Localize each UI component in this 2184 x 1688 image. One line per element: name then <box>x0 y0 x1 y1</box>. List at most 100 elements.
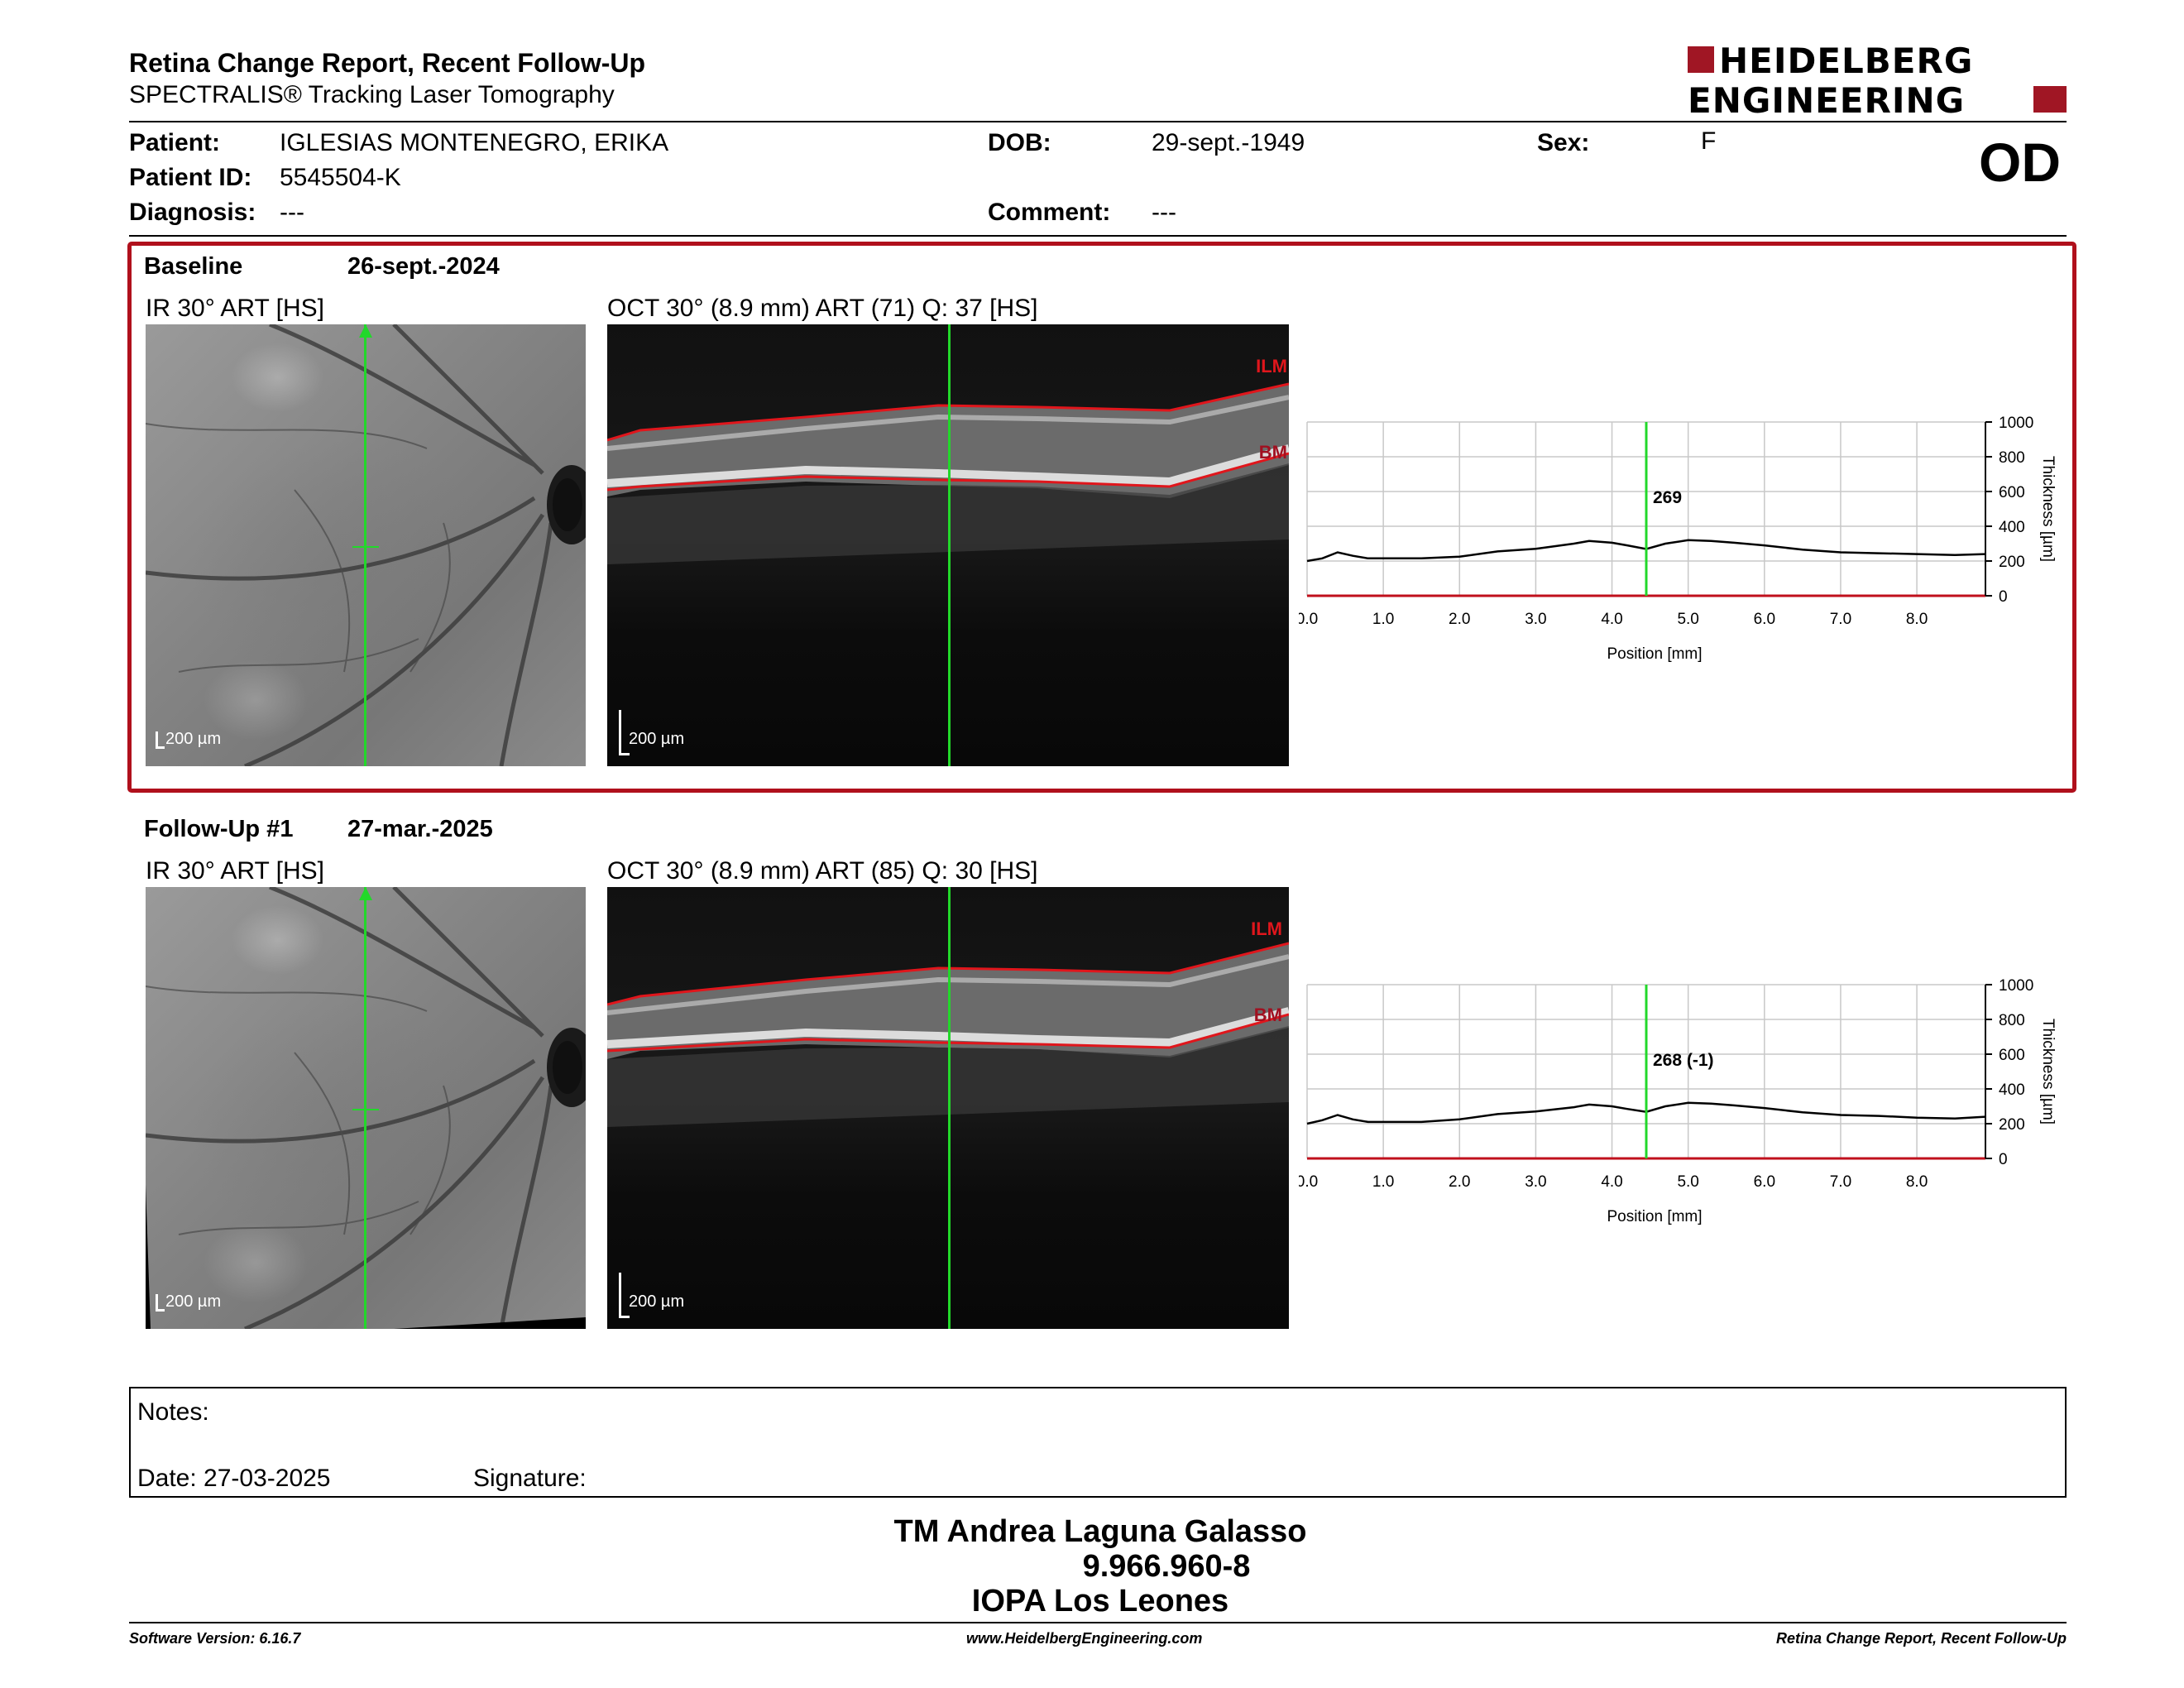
baseline-bm-label: BM <box>1258 442 1287 463</box>
followup-ir-scale-text: 200 µm <box>165 1292 222 1311</box>
chart-xtick-label: 3.0 <box>1525 1173 1546 1191</box>
diagnosis-value: --- <box>280 199 304 226</box>
comment-value: --- <box>1152 199 1176 226</box>
chart-xtick-label: 8.0 <box>1906 1173 1928 1191</box>
baseline-date: 26-sept.-2024 <box>347 253 500 280</box>
chart-xtick-label: 7.0 <box>1830 1173 1851 1191</box>
header-rule <box>129 121 2067 122</box>
baseline-ir-label: IR 30° ART [HS] <box>146 295 324 322</box>
chart-ytick-label: 800 <box>1999 449 2025 467</box>
chart-marker-value: 268 (-1) <box>1653 1051 1714 1070</box>
institution-name: IOPA Los Leones <box>971 1584 1229 1618</box>
baseline-ilm-label: ILM <box>1256 356 1287 376</box>
baseline-ir-scan-line <box>364 324 366 766</box>
chart-marker-value: 269 <box>1653 488 1682 507</box>
svg-text:ENGINEERING: ENGINEERING <box>1688 80 1965 116</box>
diagnosis-label: Diagnosis: <box>129 199 256 226</box>
followup-ir-fovea-marker <box>352 1109 379 1110</box>
footer-report-name: Retina Change Report, Recent Follow-Up <box>1775 1630 2067 1647</box>
baseline-ir-fundus-image: 200 µm <box>146 324 586 766</box>
chart-ytick-label: 0 <box>1999 588 2008 606</box>
baseline-oct-scan-line <box>948 324 951 766</box>
baseline-ir-fovea-marker <box>352 546 379 548</box>
baseline-oct-bscan-image: ILM BM 200 µm <box>607 324 1289 766</box>
chart-y-axis-label: Thickness [µm] <box>2039 456 2057 562</box>
chart-xtick-label: 5.0 <box>1677 1173 1698 1191</box>
chart-xtick-label: 4.0 <box>1601 611 1622 628</box>
followup-oct-scale-text: 200 µm <box>629 1292 685 1311</box>
followup-ilm-label: ILM <box>1251 918 1282 939</box>
chart-ytick-label: 200 <box>1999 554 2025 571</box>
baseline-oct-scale-bar <box>619 710 630 755</box>
baseline-ir-arrow-icon <box>359 324 372 338</box>
baseline-label: Baseline <box>144 253 243 280</box>
chart-ytick-label: 0 <box>1999 1151 2008 1168</box>
dob-value: 29-sept.-1949 <box>1152 129 1305 156</box>
chart-xtick-label: 1.0 <box>1372 1173 1394 1191</box>
sex-label: Sex: <box>1537 129 1590 156</box>
heidelberg-logo: HEIDELBERG ENGINEERING <box>1688 41 2068 121</box>
followup-oct-bscan-image: ILM BM 200 µm <box>607 887 1289 1329</box>
website-link[interactable]: www.HeidelbergEngineering.com <box>966 1630 1203 1647</box>
footer-rule <box>129 1622 2067 1623</box>
followup-ir-label: IR 30° ART [HS] <box>146 857 324 885</box>
notes-label: Notes: <box>137 1398 209 1426</box>
report-subtitle: SPECTRALIS® Tracking Laser Tomography <box>129 81 615 108</box>
svg-text:HEIDELBERG: HEIDELBERG <box>1719 46 1973 81</box>
eye-indicator: OD <box>1979 132 2061 193</box>
baseline-ir-scale-text: 200 µm <box>165 730 222 748</box>
chart-x-axis-label: Position [mm] <box>1607 1208 1702 1225</box>
followup-oct-scale-bar <box>619 1273 630 1318</box>
chart-xtick-label: 5.0 <box>1677 611 1698 628</box>
followup-oct-scan-line <box>948 887 951 1329</box>
chart-xtick-label: 0.0 <box>1299 1173 1318 1191</box>
followup-label: Follow-Up #1 <box>144 816 294 842</box>
dob-label: DOB: <box>988 129 1051 156</box>
notes-box[interactable]: Notes: Date: 27-03-2025 Signature: <box>129 1387 2067 1498</box>
chart-x-axis-label: Position [mm] <box>1607 645 1702 663</box>
followup-oct-label: OCT 30° (8.9 mm) ART (85) Q: 30 [HS] <box>607 857 1038 885</box>
patient-rule <box>129 235 2067 237</box>
chart-thickness-line <box>1306 539 1986 563</box>
chart-ytick-label: 400 <box>1999 1081 2025 1099</box>
technician-id: 9.966.960-8 <box>1082 1549 1251 1584</box>
chart-ytick-label: 1000 <box>1999 977 2033 995</box>
followup-ir-scan-line <box>364 887 366 1329</box>
chart-ytick-label: 600 <box>1999 1047 2025 1064</box>
patient-label: Patient: <box>129 129 221 156</box>
baseline-ir-scale-bar <box>156 731 165 749</box>
baseline-thickness-chart: 0 200 400 600 800 1000 0.0 1.0 2.0 3.0 4.0 5.0 6.0 7.… <box>1299 415 2057 663</box>
baseline-oct-label: OCT 30° (8.9 mm) ART (71) Q: 37 [HS] <box>607 295 1038 322</box>
chart-xtick-label: 6.0 <box>1754 1173 1775 1191</box>
chart-ytick-label: 200 <box>1999 1116 2025 1134</box>
followup-ir-fundus-image: 200 µm <box>146 887 586 1329</box>
chart-thickness-line <box>1306 1101 1986 1125</box>
notes-date: Date: 27-03-2025 <box>137 1465 331 1492</box>
chart-xtick-label: 0.0 <box>1299 611 1318 628</box>
baseline-frame <box>127 242 2076 793</box>
patient-id-label: Patient ID: <box>129 164 252 191</box>
chart-xtick-label: 6.0 <box>1754 611 1775 628</box>
patient-name: IGLESIAS MONTENEGRO, ERIKA <box>280 129 669 156</box>
sex-value: F <box>1701 127 1717 155</box>
followup-date: 27-mar.-2025 <box>347 816 493 842</box>
chart-xtick-label: 3.0 <box>1525 611 1546 628</box>
chart-ytick-label: 400 <box>1999 519 2025 536</box>
chart-xtick-label: 2.0 <box>1449 611 1470 628</box>
signature-label: Signature: <box>473 1465 587 1492</box>
chart-xtick-label: 7.0 <box>1830 611 1851 628</box>
report-title: Retina Change Report, Recent Follow-Up <box>129 48 646 78</box>
chart-ytick-label: 1000 <box>1999 415 2033 432</box>
technician-name: TM Andrea Laguna Galasso <box>893 1514 1307 1549</box>
followup-bm-label: BM <box>1253 1005 1282 1025</box>
followup-ir-scale-bar <box>156 1294 165 1312</box>
chart-ytick-label: 800 <box>1999 1012 2025 1029</box>
chart-xtick-label: 1.0 <box>1372 611 1394 628</box>
comment-label: Comment: <box>988 199 1111 226</box>
chart-xtick-label: 2.0 <box>1449 1173 1470 1191</box>
software-version: Software Version: 6.16.7 <box>129 1630 301 1647</box>
chart-xtick-label: 4.0 <box>1601 1173 1622 1191</box>
baseline-oct-scale-text: 200 µm <box>629 730 685 748</box>
chart-ytick-label: 600 <box>1999 484 2025 501</box>
followup-ir-arrow-icon <box>359 887 372 900</box>
